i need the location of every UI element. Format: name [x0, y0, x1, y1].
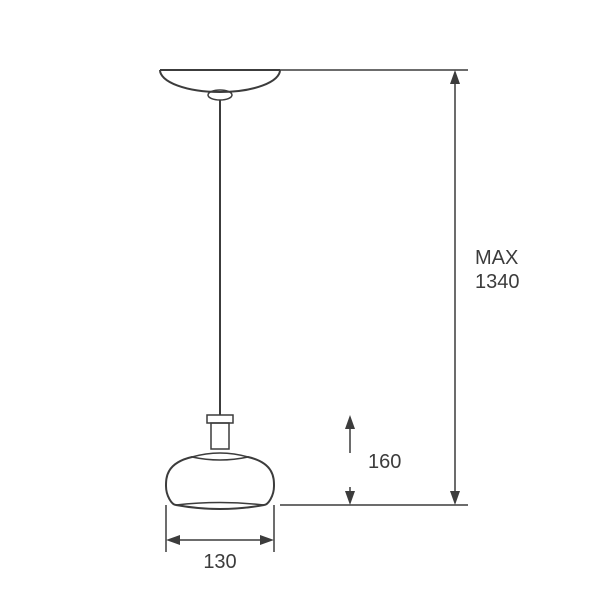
pendant-lamp-dimension-diagram: 130 160 MAX1340	[0, 0, 600, 600]
overall-height-dimension-label-1: MAX	[475, 247, 518, 269]
shade-height-dimension-label: 160	[368, 451, 401, 473]
pendant-lamp-outline	[160, 70, 280, 509]
width-dimension-label: 130	[203, 551, 236, 573]
overall-height-dimension-label-2: 1340	[475, 271, 520, 293]
